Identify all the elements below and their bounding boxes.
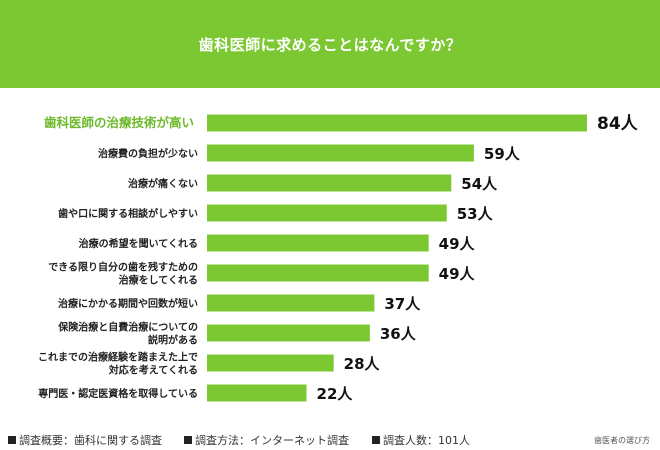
bar	[207, 294, 375, 312]
bar	[207, 354, 334, 372]
bar	[207, 204, 447, 222]
category-label: 治療にかかる期間や回数が短い	[58, 297, 198, 310]
bar	[207, 114, 587, 132]
category-label: 治療の希望を聞いてくれる	[79, 237, 198, 250]
value-label: 53人	[457, 205, 494, 223]
category-label: 歯科医師の治療技術が高い	[44, 115, 194, 130]
bar	[207, 144, 474, 162]
category-label: 保険治療と自費治療についての	[57, 321, 198, 334]
bar-chart: 84人 歯科医師の治療技術が高い 59人 治療費の負担が少ない 54人 治療が痛くない 53…	[38, 114, 639, 403]
square-bullet-icon	[372, 436, 380, 444]
value-label: 54人	[461, 175, 498, 193]
category-label: 歯や口に関する相談がしやすい	[58, 207, 198, 220]
value-label: 36人	[380, 325, 417, 343]
bar	[207, 384, 307, 402]
chart-title: 歯科医師に求めることはなんですか？	[198, 35, 462, 54]
category-label: 治療費の負担が少ない	[98, 147, 198, 160]
square-bullet-icon	[184, 436, 192, 444]
footer-survey-method: 調査方法：インターネット調査	[184, 432, 349, 448]
category-label: 治療が痛くない	[128, 177, 198, 190]
category-label: 治療をしてくれる	[119, 274, 198, 287]
value-label: 49人	[439, 265, 476, 283]
value-label: 84人	[597, 114, 639, 134]
chart-header: 歯科医師に求めることはなんですか？	[0, 0, 660, 88]
category-label: これまでの治療経験を踏まえた上で	[38, 351, 198, 364]
value-label: 28人	[344, 355, 381, 373]
bar	[207, 234, 429, 252]
brand-logo-text: 歯医者の選び方	[594, 436, 650, 445]
footer-survey-summary: 調査概要：歯科に関する調査	[8, 432, 162, 448]
category-label: できる限り自分の歯を残すための	[48, 261, 198, 274]
category-label: 対応を考えてくれる	[108, 364, 198, 377]
value-label: 22人	[317, 385, 354, 403]
bar	[207, 174, 452, 192]
value-label: 59人	[484, 145, 521, 163]
value-label: 49人	[439, 235, 476, 253]
bar	[207, 324, 370, 342]
value-label: 37人	[384, 295, 421, 313]
category-label: 説明がある	[148, 334, 198, 347]
bar	[207, 264, 429, 282]
square-bullet-icon	[8, 436, 16, 444]
footer-respondents: 調査人数：101人	[372, 432, 470, 448]
footer: 調査概要：歯科に関する調査 調査方法：インターネット調査 調査人数：101人 歯…	[0, 428, 660, 450]
category-label: 専門医・認定医資格を取得している	[38, 387, 198, 400]
